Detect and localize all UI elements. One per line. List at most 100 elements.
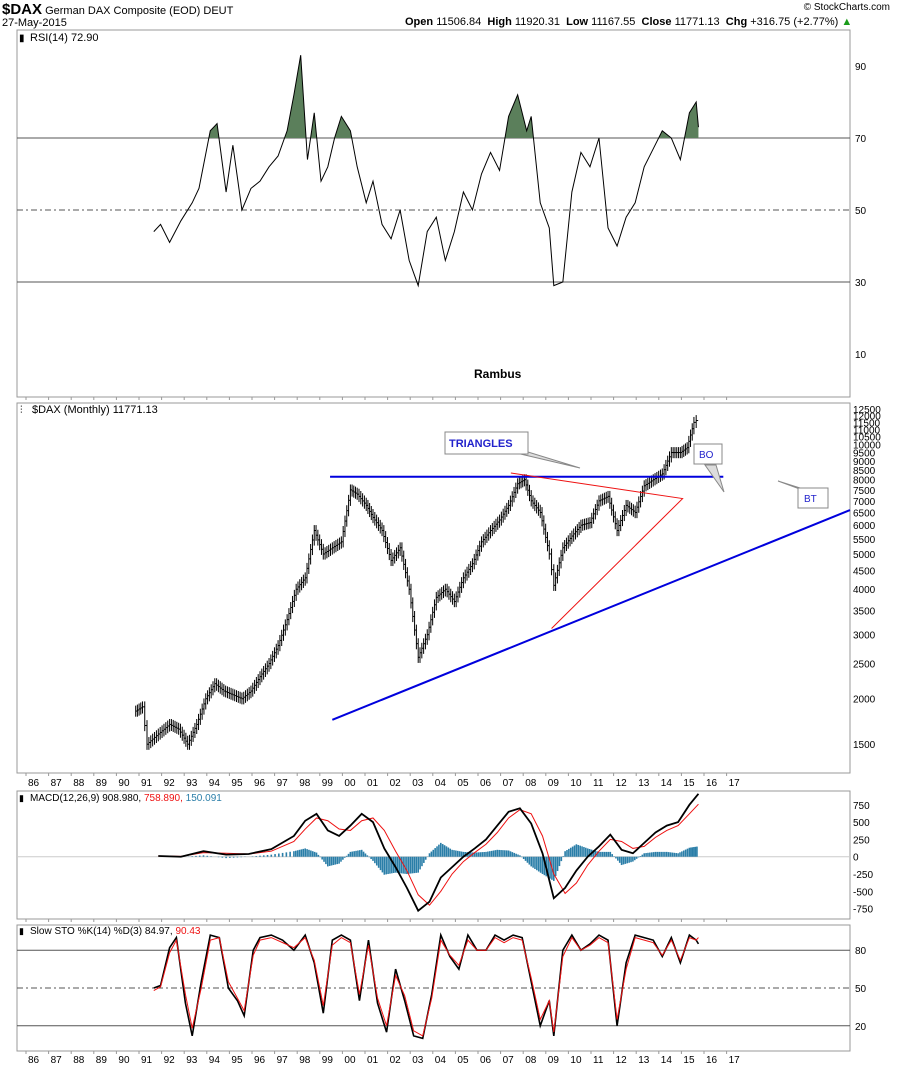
macd-histogram-bar — [562, 856, 565, 857]
macd-histogram-bar — [415, 856, 418, 873]
macd-histogram-bar — [411, 856, 414, 874]
macd-histogram-bar — [507, 850, 510, 857]
macd-histogram-bar — [296, 850, 299, 857]
price-tick-label: 9000 — [853, 457, 876, 468]
price-tick-label: 4000 — [853, 585, 876, 596]
macd-histogram-bar — [669, 852, 672, 857]
macd-histogram-bar — [620, 856, 623, 866]
x-axis-label: 15 — [683, 1055, 695, 1066]
macd-histogram-bar — [498, 849, 500, 857]
macd-histogram-bar — [293, 851, 295, 857]
macd-histogram-bar — [440, 842, 442, 857]
macd-histogram-bar — [359, 850, 361, 857]
x-axis-label: 00 — [344, 778, 356, 789]
macd-histogram-bar — [611, 854, 613, 857]
macd-histogram-bar — [530, 856, 532, 867]
x-axis-label: 99 — [322, 1055, 334, 1066]
macd-histogram-bar — [660, 851, 662, 857]
macd-histogram-bar — [306, 849, 308, 857]
macd-histogram-bar — [353, 851, 355, 857]
price-tick-label: 11500 — [853, 418, 881, 429]
macd-histogram-bar — [330, 856, 333, 866]
macd-histogram-bar — [432, 849, 435, 857]
x-axis-label: 13 — [638, 1055, 650, 1066]
macd-histogram-bar — [568, 848, 570, 857]
macd-histogram-bar — [588, 849, 591, 857]
macd-histogram-bar — [462, 851, 465, 857]
rsi-tick-label: 10 — [855, 350, 867, 361]
price-tick-label: 6500 — [853, 509, 876, 520]
macd-histogram-bar — [300, 849, 303, 857]
macd-histogram-bar — [558, 856, 561, 867]
macd-tick-label: 0 — [853, 853, 859, 864]
high-label: High — [487, 16, 512, 28]
macd-histogram-bar — [586, 848, 589, 857]
macd-histogram-bar — [443, 845, 446, 857]
high-value: 11920.31 — [514, 16, 560, 28]
macd-histogram-bar — [577, 844, 580, 857]
macd-histogram-bar — [321, 856, 323, 860]
stochastic-icon: ▮ — [19, 926, 24, 936]
macd-histogram-bar — [289, 851, 291, 857]
macd-histogram-bar — [419, 856, 421, 870]
macd-histogram-bar — [528, 856, 531, 865]
x-axis-label: 98 — [299, 778, 311, 789]
price-tick-label: 8500 — [853, 466, 876, 477]
macd-histogram-bar — [270, 854, 273, 857]
x-axis-label: 02 — [390, 1055, 402, 1066]
macd-histogram-bar — [447, 847, 450, 857]
macd-histogram-bar — [560, 856, 563, 862]
x-axis-label: 92 — [164, 1055, 176, 1066]
macd-histogram-bar — [643, 853, 645, 857]
macd-histogram-bar — [355, 850, 357, 857]
x-axis-label: 06 — [480, 1055, 492, 1066]
macd-histogram-bar — [229, 856, 231, 858]
x-axis-label: 87 — [51, 778, 63, 789]
macd-histogram-bar — [681, 851, 683, 857]
stochastic-layer: 80 50 20 — [17, 932, 867, 1040]
x-axis-label: 05 — [457, 1055, 469, 1066]
macd-histogram-bar — [679, 852, 681, 857]
macd-histogram-bar — [637, 856, 640, 858]
macd-histogram-bar — [664, 851, 666, 857]
x-axis-label: 11 — [593, 1055, 604, 1066]
rsi-title: RSI(14) 72.90 — [30, 32, 98, 44]
macd-histogram-bar — [449, 848, 452, 857]
macd-histogram-bar — [553, 856, 555, 881]
close-label: Close — [641, 16, 672, 28]
macd-histogram-bar — [278, 853, 280, 857]
macd-histogram-bar — [336, 856, 339, 865]
macd-signal-line — [158, 803, 699, 906]
macd-histogram-bar — [198, 855, 201, 857]
price-tick-label: 3500 — [853, 606, 876, 617]
price-tick-label: 4500 — [853, 567, 876, 578]
rsi-annotation: Rambus — [474, 367, 522, 381]
x-axis-label: 92 — [164, 778, 176, 789]
macd-histogram-bar — [294, 850, 297, 857]
macd-histogram-bar — [556, 856, 559, 872]
macd-histogram-bar — [541, 856, 544, 875]
macd-histogram-bar — [310, 850, 312, 857]
macd-histogram-bar — [357, 850, 359, 857]
macd-histogram-bar — [537, 856, 540, 872]
x-axis-label: 07 — [503, 778, 515, 789]
x-axis-label: 86 — [28, 778, 40, 789]
macd-histogram-bar — [592, 850, 595, 857]
macd-histogram-bar — [656, 851, 659, 857]
x-axis-label: 10 — [570, 1055, 582, 1066]
macd-histogram-bar — [511, 852, 514, 857]
x-axis-label: 00 — [344, 1055, 356, 1066]
macd-histogram-bar — [600, 851, 602, 857]
macd-histogram-bar — [654, 851, 657, 857]
macd-histogram-bar — [328, 856, 331, 866]
price-tick-label: 9500 — [853, 449, 876, 460]
rsi-tick-label: 30 — [855, 278, 867, 289]
credit: © StockCharts.com — [803, 2, 890, 13]
macd-histogram-bar — [468, 852, 470, 857]
macd-histogram-value: 150.091 — [186, 793, 223, 804]
rsi-tick-label: 70 — [855, 134, 867, 145]
macd-histogram-bar — [632, 856, 634, 862]
macd-histogram-bar — [626, 856, 629, 864]
macd-histogram-bar — [677, 853, 679, 857]
macd-histogram-bar — [266, 855, 269, 857]
